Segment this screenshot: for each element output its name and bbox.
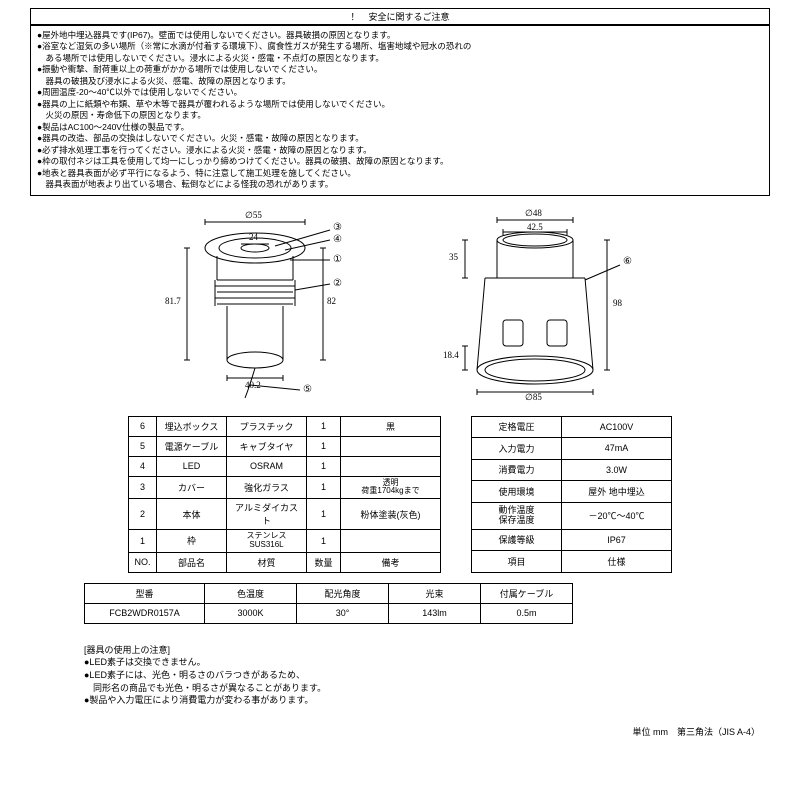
safety-line: ●枠の取付ネジは工具を使用して均一にしっかり締めつけてください。器具の破損、故障… (37, 156, 763, 167)
table-row: 6埋込ボックスプラスチック1黒 (129, 416, 441, 436)
dim-label: 98 (613, 298, 622, 308)
diagrams: ∅55 24 81.7 82 40.2 ③ ④ ① ② ⑤ (30, 210, 770, 400)
notes-line: ●製品や入力電圧により消費電力が変わる事があります。 (84, 694, 770, 707)
callout: ③ (333, 222, 342, 233)
safety-line: ●器具の改造、部品の交換はしないでください。火災・感電・故障の原因となります。 (37, 133, 763, 144)
diagram-fixture: ∅55 24 81.7 82 40.2 ③ ④ ① ② ⑤ (155, 210, 355, 400)
safety-line: ある場所では使用しないでください。浸水による火災・感電・不点灯の原因となります。 (37, 53, 763, 64)
callout: ② (333, 278, 342, 289)
table-row: 3カバー強化ガラス1透明 荷重1704kgまで (129, 476, 441, 499)
dim-label: ∅85 (525, 392, 542, 403)
dim-label: 40.2 (245, 380, 261, 390)
notes-title: [器具の使用上の注意] (84, 644, 770, 657)
table-row: 2本体アルミダイカスト1粉体塗装(灰色) (129, 499, 441, 530)
diagram-box: ∅48 42.5 35 98 18.4 ∅85 ⑥ (435, 210, 645, 400)
callout: ① (333, 254, 342, 265)
dim-label: 82 (327, 296, 336, 306)
table-row: 使用環境屋外 地中埋込 (472, 481, 672, 503)
safety-header: ！ 安全に関するご注意 (30, 8, 770, 25)
callout: ⑤ (303, 384, 312, 395)
safety-line: 器具表面が地表より出ている場合、転倒などによる怪我の恐れがあります。 (37, 179, 763, 190)
safety-line: ●浴室など湿気の多い場所（※常に水滴が付着する環境下）、腐食性ガスが発生する場所… (37, 41, 763, 52)
safety-line: 火災の原因・寿命低下の原因となります。 (37, 110, 763, 121)
dim-label: 18.4 (443, 350, 459, 360)
table-row: 保護等級IP67 (472, 529, 672, 551)
callout: ⑥ (623, 256, 632, 267)
table-row: 動作温度 保存温度－20℃～40℃ (472, 502, 672, 529)
safety-line: ●製品はAC100～240V仕様の製品です。 (37, 122, 763, 133)
callout: ④ (333, 234, 342, 245)
usage-notes: [器具の使用上の注意] ●LED素子は交換できません。 ●LED素子には、光色・… (84, 644, 770, 707)
dim-label: ∅55 (245, 210, 262, 221)
notes-line: ●LED素子には、光色・明るさのバラつきがあるため、 (84, 669, 770, 682)
safety-line: ●地表と器具表面が必ず平行になるよう、特に注意して施工処理を施してください。 (37, 168, 763, 179)
safety-line: ●器具の上に紙類や布類、草や木等で器具が覆われるような場所では使用しないでくださ… (37, 99, 763, 110)
table-header: 型番色温度配光角度光束付属ケーブル (85, 583, 573, 603)
table-row: FCB2WDR0157A3000K30°143lm0.5m (85, 603, 573, 623)
table-row: 4LEDOSRAM1 (129, 456, 441, 476)
table-row: 5電源ケーブルキャブタイヤ1 (129, 436, 441, 456)
footer-units: 単位 mm 第三角法（JIS A-4） (30, 725, 770, 738)
table-row: 消費電力3.0W (472, 459, 672, 481)
table-row: 1枠ステンレス SUS316L1 (129, 530, 441, 553)
safety-warnings: ●屋外地中埋込器具です(IP67)。壁面では使用しないでください。器具破損の原因… (30, 25, 770, 196)
table-row: 定格電圧AC100V (472, 416, 672, 438)
safety-line: ●必ず排水処理工事を行ってください。浸水による火災・感電・故障の原因となります。 (37, 145, 763, 156)
table-header: NO.部品名材質数量備考 (129, 552, 441, 572)
dim-label: ∅48 (525, 208, 542, 219)
safety-line: ●屋外地中埋込器具です(IP67)。壁面では使用しないでください。器具破損の原因… (37, 30, 763, 41)
spec-table: 定格電圧AC100V 入力電力47mA 消費電力3.0W 使用環境屋外 地中埋込… (471, 416, 672, 573)
safety-line: 器具の破損及び浸水による火災、感電、故障の原因となります。 (37, 76, 763, 87)
table-header: 項目仕様 (472, 551, 672, 573)
notes-line: ●LED素子は交換できません。 (84, 656, 770, 669)
table-row: 入力電力47mA (472, 438, 672, 460)
model-table: 型番色温度配光角度光束付属ケーブル FCB2WDR0157A3000K30°14… (84, 583, 573, 624)
notes-line: 同形名の商品でも光色・明るさが異なることがあります。 (84, 682, 770, 695)
safety-line: ●振動や衝撃、耐荷重以上の荷重がかかる場所では使用しないでください。 (37, 64, 763, 75)
dim-label: 42.5 (527, 222, 543, 232)
dim-label: 81.7 (165, 296, 181, 306)
safety-line: ●周囲温度-20～40℃以外では使用しないでください。 (37, 87, 763, 98)
dim-label: 24 (249, 232, 258, 242)
dim-label: 35 (449, 252, 458, 262)
parts-table: 6埋込ボックスプラスチック1黒 5電源ケーブルキャブタイヤ1 4LEDOSRAM… (128, 416, 441, 573)
